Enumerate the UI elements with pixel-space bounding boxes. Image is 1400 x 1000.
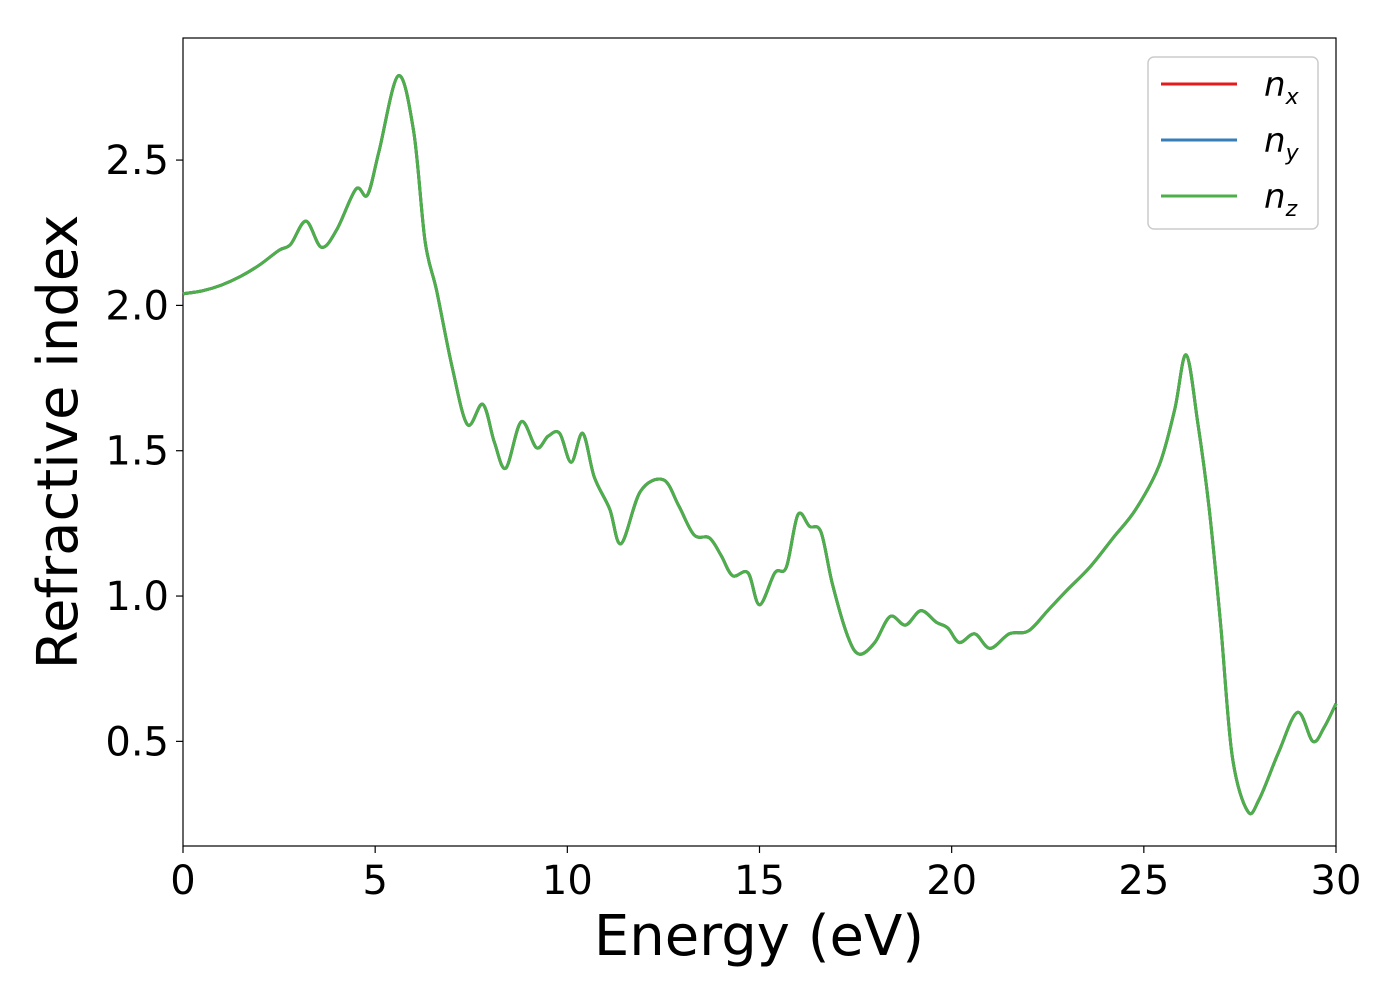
legend-label-subscript: z (1285, 197, 1298, 222)
x-tick-label: 25 (1118, 858, 1169, 904)
legend-label: nz (1264, 177, 1298, 222)
x-axis-title: Energy (eV) (594, 904, 924, 969)
x-tick-label: 10 (542, 858, 593, 904)
y-tick-label: 2.0 (105, 283, 169, 329)
legend-label: ny (1264, 121, 1300, 166)
legend-label-subscript: y (1285, 141, 1300, 166)
y-tick-label: 1.5 (105, 429, 169, 475)
x-tick-label: 0 (170, 858, 195, 904)
legend-label: nx (1264, 65, 1300, 110)
series-line-nz (182, 74, 1338, 816)
y-tick-label: 0.5 (105, 719, 169, 765)
x-tick-label: 20 (926, 858, 977, 904)
legend-label-base: n (1264, 177, 1286, 217)
y-axis: 0.5 1.0 1.5 2.0 2.5 (105, 138, 183, 765)
x-tick-label: 30 (1311, 858, 1362, 904)
x-tick-label: 15 (734, 858, 785, 904)
x-tick-label: 5 (362, 858, 387, 904)
y-axis-title: Refractive index (26, 215, 91, 670)
series-curves (182, 74, 1338, 816)
legend-label-base: n (1264, 121, 1286, 161)
legend-label-subscript: x (1285, 85, 1300, 110)
legend-label-base: n (1264, 65, 1286, 105)
x-axis: 0 5 10 15 20 25 30 (170, 846, 1361, 904)
y-tick-label: 2.5 (105, 138, 169, 184)
y-tick-label: 1.0 (105, 574, 169, 620)
legend-box (1147, 56, 1319, 230)
